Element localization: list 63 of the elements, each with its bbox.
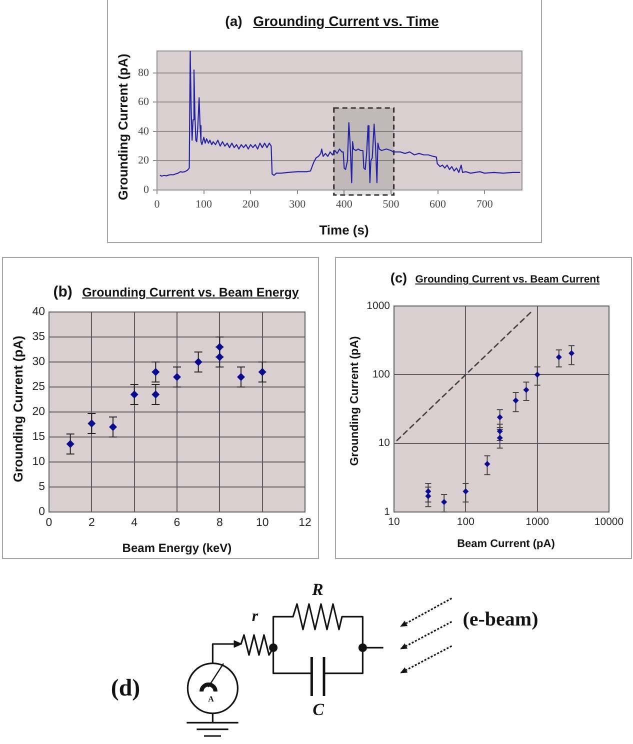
point bbox=[216, 343, 224, 351]
chart-title: (c) Grounding Current vs. Beam Current bbox=[390, 270, 600, 286]
point bbox=[152, 390, 160, 398]
x-tick-label: 500 bbox=[382, 198, 400, 210]
x-tick-label: 8 bbox=[216, 517, 223, 530]
point bbox=[152, 368, 160, 376]
point bbox=[88, 420, 96, 428]
chart-title: (a) Grounding Current vs. Time bbox=[225, 13, 439, 29]
y-tick-label: 20 bbox=[32, 406, 45, 418]
y-tick-label: 25 bbox=[32, 381, 45, 394]
x-axis-title: Beam Energy (keV) bbox=[122, 541, 232, 555]
x-tick-label: 100 bbox=[196, 198, 213, 210]
x-tick-label: 10000 bbox=[594, 516, 624, 528]
x-tick-label: 700 bbox=[476, 198, 494, 210]
y-tick-label: 0 bbox=[38, 506, 45, 518]
x-tick-label: 10 bbox=[388, 516, 400, 528]
y-axis-title: Grounding Current (pA) bbox=[116, 54, 130, 200]
y-tick-label: 0 bbox=[144, 184, 150, 196]
text: C bbox=[312, 700, 324, 720]
y-tick-label: 15 bbox=[32, 431, 45, 444]
text: (e-beam) bbox=[462, 608, 538, 632]
point bbox=[130, 390, 138, 398]
y-tick-label: 1000 bbox=[366, 300, 390, 312]
y-axis-title: Grounding Current (pA) bbox=[10, 336, 26, 482]
x-tick-label: 600 bbox=[430, 198, 447, 210]
y-tick-label: 35 bbox=[32, 331, 45, 344]
y-tick-label: 80 bbox=[138, 66, 150, 79]
y-axis-title: Grounding Current (pA) bbox=[349, 336, 361, 466]
y-tick-label: 60 bbox=[138, 96, 150, 108]
point bbox=[109, 423, 117, 431]
y-tick-label: 30 bbox=[32, 356, 45, 368]
text: A bbox=[208, 694, 214, 703]
x-tick-label: 6 bbox=[174, 517, 180, 530]
y-tick-label: 100 bbox=[372, 368, 390, 381]
text: (d) bbox=[110, 676, 140, 702]
chart-title: (b) Grounding Current vs. Beam Energy bbox=[53, 284, 299, 300]
x-tick-label: 4 bbox=[131, 517, 138, 530]
point bbox=[194, 358, 202, 366]
x-tick-label: 12 bbox=[298, 517, 312, 530]
x-tick-label: 10 bbox=[256, 517, 269, 530]
x-tick-label: 100 bbox=[456, 516, 475, 528]
point bbox=[66, 440, 74, 448]
y-tick-label: 40 bbox=[32, 306, 45, 318]
y-tick-label: 10 bbox=[378, 437, 390, 450]
y-tick-label: 5 bbox=[38, 481, 45, 494]
y-tick-label: 20 bbox=[138, 154, 150, 167]
x-axis-title: Time (s) bbox=[319, 222, 369, 238]
x-tick-label: 300 bbox=[289, 198, 306, 210]
y-tick-label: 1 bbox=[384, 506, 390, 518]
y-tick-label: 10 bbox=[32, 456, 45, 468]
text: r bbox=[252, 608, 258, 626]
point bbox=[216, 353, 224, 361]
x-tick-label: 200 bbox=[242, 198, 260, 210]
x-axis-title: Beam Current (pA) bbox=[457, 538, 555, 550]
x-tick-label: 400 bbox=[336, 198, 353, 210]
point bbox=[258, 368, 266, 376]
text: R bbox=[312, 580, 324, 600]
x-tick-label: 1000 bbox=[526, 516, 550, 528]
x-tick-label: 2 bbox=[88, 517, 95, 530]
y-tick-label: 40 bbox=[138, 125, 150, 138]
point bbox=[173, 373, 181, 381]
x-tick-label: 0 bbox=[154, 198, 160, 210]
point bbox=[237, 373, 245, 381]
